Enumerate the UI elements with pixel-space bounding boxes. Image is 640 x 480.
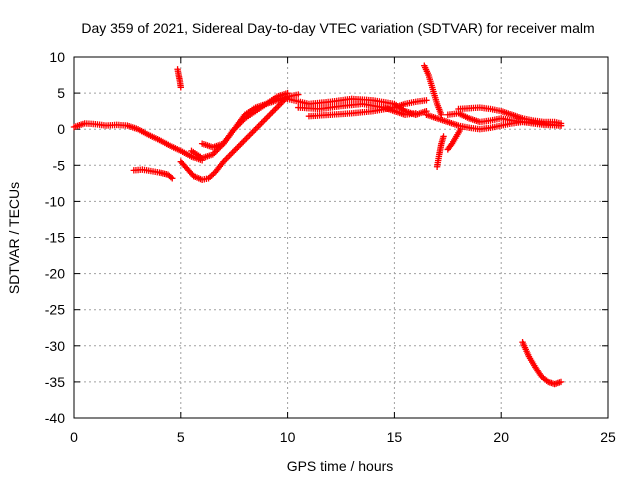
x-tick-label: 10: [280, 429, 296, 445]
data-point: [231, 147, 238, 155]
data-point: [423, 97, 430, 104]
series-midday-track-a: [284, 95, 430, 118]
y-tick-label: 5: [57, 85, 65, 101]
data-point: [440, 133, 447, 140]
data-point: [275, 102, 282, 110]
data-point: [264, 113, 271, 121]
data-point: [270, 107, 278, 114]
x-tick-label: 25: [600, 429, 616, 445]
data-point: [256, 121, 264, 128]
data-point: [237, 141, 244, 148]
data-point: [252, 126, 259, 133]
data-point: [167, 173, 175, 181]
data-point: [412, 110, 419, 117]
y-tick-label: -25: [45, 302, 65, 318]
y-tick-label: -20: [45, 266, 65, 282]
x-tick-label: 5: [177, 429, 185, 445]
y-tick-label: 0: [57, 121, 65, 137]
series-midday-track-c: [305, 97, 430, 120]
y-tick-labels: 10 5 0 -5 -10 -15 -20 -25 -30 -35 -40: [45, 49, 65, 426]
chart-title: Day 359 of 2021, Sidereal Day-to-day VTE…: [81, 20, 594, 36]
data-point: [438, 111, 445, 118]
x-tick-label: 15: [387, 429, 403, 445]
data-point: [249, 129, 256, 136]
data-point: [238, 139, 246, 147]
series-spike-near-16h: [421, 62, 445, 118]
series-deep-negative-track: [519, 338, 565, 388]
y-tick-label: -40: [45, 410, 65, 426]
data-point: [246, 132, 253, 139]
data-point: [269, 108, 276, 116]
y-tick-label: -10: [45, 193, 65, 209]
grid-lines: [74, 57, 608, 418]
data-point: [226, 152, 233, 159]
data-point: [169, 175, 176, 182]
series-late-track-c: [444, 110, 565, 129]
data-point: [241, 136, 249, 144]
data-point: [259, 118, 267, 125]
data-point: [261, 116, 268, 124]
series-drop-near-17h-b: [444, 126, 464, 153]
y-tick-label: 10: [49, 49, 65, 65]
y-tick-label: -15: [45, 230, 65, 246]
data-point: [557, 122, 565, 129]
data-point: [250, 127, 258, 134]
data-point: [258, 119, 265, 127]
series-drop-near-17h: [433, 133, 447, 170]
series-midday-track-b: [295, 100, 419, 118]
series-dip-track-c: [198, 91, 302, 151]
data-point: [227, 150, 235, 158]
x-axis-label: GPS time / hours: [287, 458, 394, 474]
y-tick-label: -30: [45, 338, 65, 354]
data-point: [235, 143, 242, 150]
series-short-segment: [130, 166, 176, 182]
data-point: [240, 138, 247, 145]
y-tick-label: -35: [45, 374, 65, 390]
data-marks: [70, 62, 565, 388]
axis-ticks: [73, 56, 609, 419]
data-point: [266, 112, 273, 119]
data-point: [272, 105, 279, 113]
data-point: [255, 122, 262, 130]
x-tick-labels: 0 5 10 15 20 25: [70, 429, 616, 445]
data-point: [447, 141, 455, 149]
series-early-track: [70, 120, 206, 164]
data-point: [253, 124, 261, 131]
y-tick-label: -5: [53, 157, 66, 173]
data-point: [295, 91, 302, 98]
data-point: [223, 155, 230, 162]
data-point: [243, 135, 250, 142]
data-point: [267, 110, 275, 117]
y-axis-label: SDTVAR / TECUs: [6, 182, 22, 294]
series-spike-near-5h: [174, 66, 184, 91]
data-point: [273, 104, 281, 111]
data-point: [263, 115, 270, 122]
data-point: [232, 146, 239, 153]
data-point: [557, 378, 565, 386]
data-point: [234, 144, 241, 151]
data-point: [229, 149, 236, 156]
data-point: [224, 153, 232, 161]
series-dip-track-a: [177, 93, 291, 183]
x-tick-label: 0: [70, 429, 78, 445]
data-point: [244, 133, 252, 141]
x-tick-label: 20: [493, 429, 509, 445]
data-point: [177, 84, 184, 91]
data-point: [247, 130, 255, 138]
